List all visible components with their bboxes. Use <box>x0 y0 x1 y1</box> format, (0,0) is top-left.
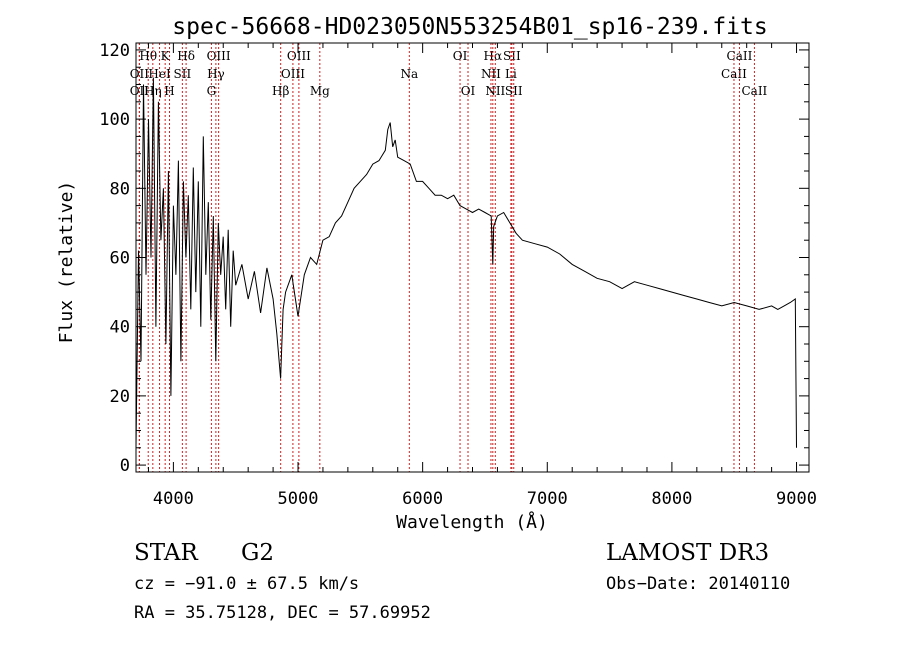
spectral-line-label: CaII <box>721 67 747 81</box>
y-tick-label: 20 <box>110 387 130 407</box>
survey-label: LAMOST DR3 <box>606 540 770 566</box>
x-axis: 4000 5000 6000 7000 8000 9000 <box>147 43 817 509</box>
spectrum-series-line <box>135 77 797 448</box>
coordinates: RA = 35.75128, DEC = 57.69952 <box>134 603 431 623</box>
spectral-line-label: Mg <box>310 84 330 98</box>
spectral-line-label: OIII <box>281 67 305 81</box>
spectral-line-label: HeI <box>148 67 171 81</box>
x-tick-label: 7000 <box>527 489 568 509</box>
spectral-line-label: Hθ <box>139 49 157 63</box>
spectral-line-label: OIII <box>207 49 231 63</box>
spectral-line-label: G <box>207 84 217 98</box>
spectral-line-label: SII <box>503 49 521 63</box>
y-tick-label: 60 <box>110 249 130 269</box>
y-tick-label: 120 <box>99 41 130 61</box>
subclass-label: G2 <box>241 540 275 566</box>
spectral-line-label: OI <box>453 49 468 63</box>
y-axis: 0 20 40 60 80 100 120 <box>99 41 809 476</box>
spectral-line-label: SII <box>505 84 523 98</box>
x-tick-label: 9000 <box>776 489 817 509</box>
obs-date: Obs−Date: 20140110 <box>606 574 791 594</box>
spectral-line-label: OII <box>130 84 150 98</box>
y-axis-label: Flux (relative) <box>56 181 77 344</box>
x-tick-label: 8000 <box>651 489 692 509</box>
spectral-line-label: NII <box>485 84 505 98</box>
y-tick-label: 40 <box>110 318 130 338</box>
chart-title: spec-56668-HD023050N553254B01_sp16-239.f… <box>172 14 767 40</box>
x-tick-label: 6000 <box>402 489 443 509</box>
y-tick-label: 100 <box>99 110 130 130</box>
spectral-line-label: Hβ <box>272 84 289 98</box>
redshift-value: cz = −91.0 ± 67.5 km/s <box>134 574 360 594</box>
spectral-line-label: CaII <box>741 84 767 98</box>
spectral-line-label: OII <box>130 67 150 81</box>
spectral-line-label: K <box>161 49 171 63</box>
spectral-line-label: OIII <box>287 49 311 63</box>
x-axis-label: Wavelength (Å) <box>396 511 548 533</box>
x-tick-label: 5000 <box>278 489 319 509</box>
spectral-line-label: Hγ <box>207 67 225 81</box>
spectral-line-label: SII <box>174 67 192 81</box>
class-label: STAR <box>134 540 198 566</box>
y-tick-label: 80 <box>110 179 130 199</box>
spectral-line-label: H <box>164 84 174 98</box>
spectral-line-label: Hα <box>484 49 503 63</box>
spectral-line-label: OI <box>461 84 476 98</box>
y-tick-label: 0 <box>120 456 130 476</box>
plot-frame <box>135 42 810 473</box>
spectral-line-label: CaII <box>727 49 753 63</box>
spectral-line-label: NII <box>481 67 501 81</box>
x-tick-label: 4000 <box>153 489 194 509</box>
spectral-line-label: Li <box>505 67 517 81</box>
spectral-line-label: Hδ <box>177 49 195 63</box>
spectral-line-label: Na <box>400 67 418 81</box>
